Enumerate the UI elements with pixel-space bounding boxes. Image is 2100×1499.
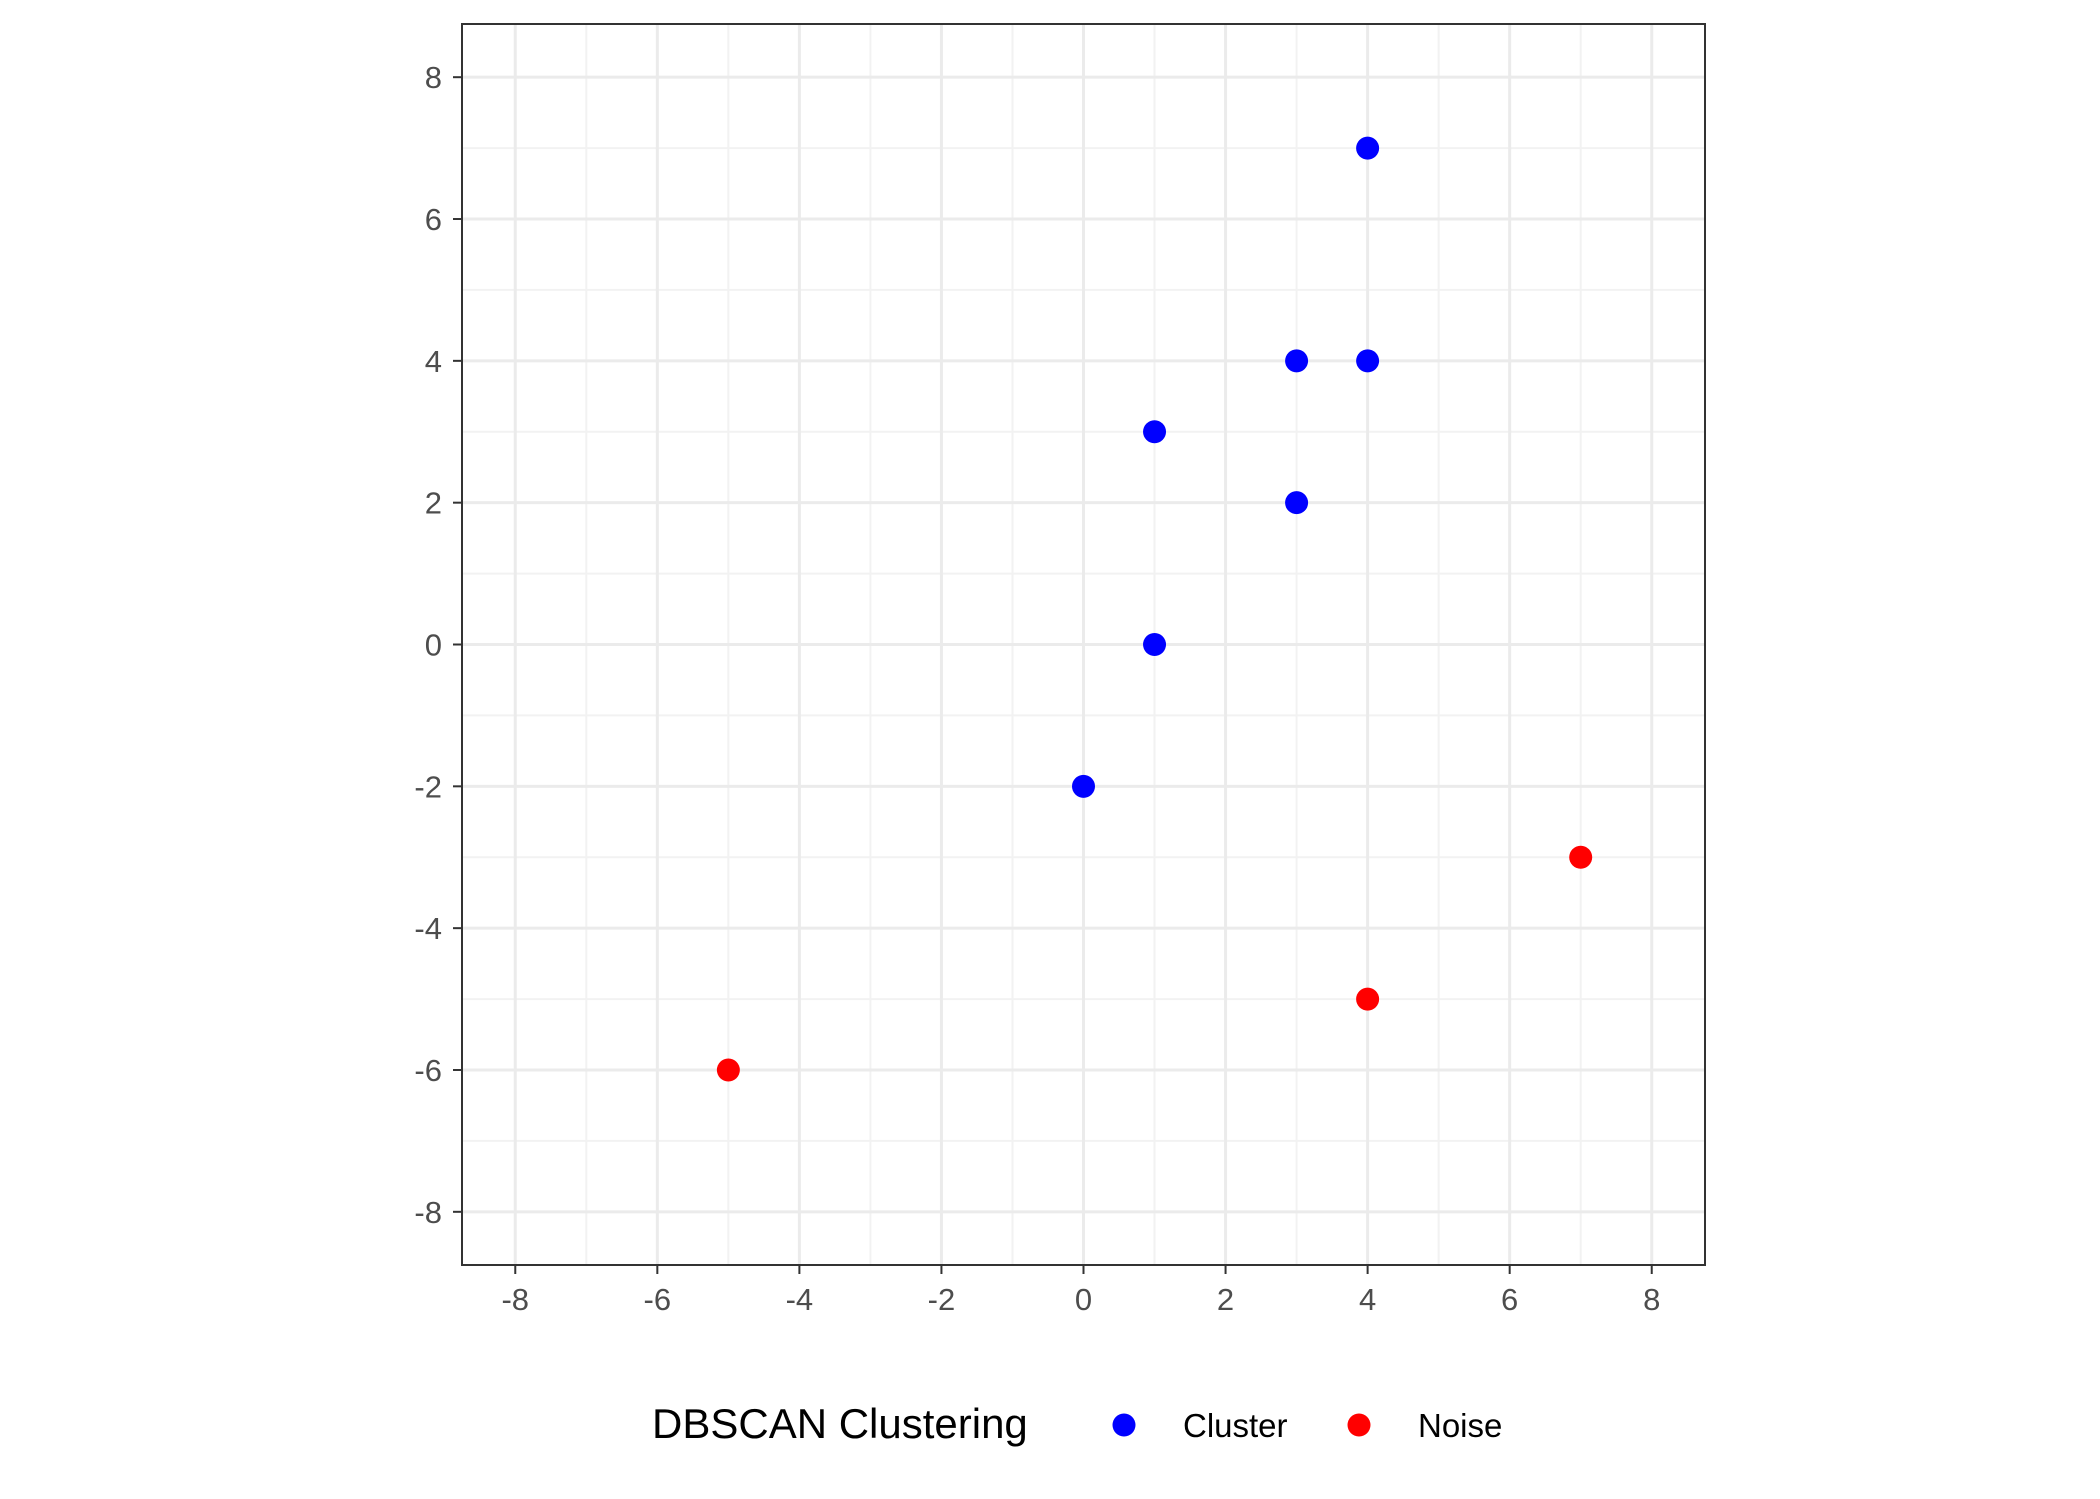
cluster-point [1356, 136, 1380, 160]
cluster-point [1143, 420, 1167, 444]
legend-entries: Cluster Noise [1112, 1407, 1502, 1444]
noise-point [716, 1058, 740, 1082]
x-tick-label: 2 [1217, 1282, 1234, 1317]
y-tick-label: 8 [425, 60, 442, 95]
x-tick-label: -8 [501, 1282, 529, 1317]
noise-point [1356, 987, 1380, 1011]
x-tick-label: 8 [1643, 1282, 1660, 1317]
cluster-point [1143, 633, 1167, 656]
legend-title: DBSCAN Clustering [652, 1400, 1028, 1447]
x-tick-label: 6 [1501, 1282, 1518, 1317]
x-tick-label: -2 [928, 1282, 956, 1317]
x-tick-label: -6 [644, 1282, 672, 1317]
x-tick-label: -4 [786, 1282, 814, 1317]
y-tick-label: -6 [414, 1053, 442, 1088]
major-gridlines [462, 24, 1705, 1265]
cluster-point [1356, 349, 1380, 373]
y-tick-label: 2 [425, 486, 442, 521]
cluster-point [1285, 349, 1309, 373]
y-axis: -8 -6 -4 -2 0 2 4 6 8 [414, 60, 462, 1230]
x-tick-label: 4 [1359, 1282, 1376, 1317]
legend-cluster-label: Cluster [1183, 1407, 1288, 1444]
data-points [716, 136, 1593, 1082]
x-tick-label: 0 [1075, 1282, 1092, 1317]
legend-noise-label: Noise [1418, 1407, 1502, 1444]
y-tick-label: -2 [414, 769, 442, 804]
legend-noise-marker [1347, 1413, 1371, 1437]
legend-cluster-marker [1112, 1413, 1136, 1437]
cluster-point [1285, 491, 1309, 515]
cluster-point [1072, 774, 1095, 798]
y-tick-label: 4 [425, 344, 442, 379]
noise-point [1569, 845, 1593, 869]
legend: DBSCAN Clustering Cluster Noise [652, 1400, 1502, 1447]
y-tick-label: 6 [425, 202, 442, 237]
y-tick-label: -8 [414, 1195, 442, 1230]
x-axis: -8 -6 -4 -2 0 2 4 6 8 [501, 1265, 1660, 1317]
y-tick-label: -4 [414, 911, 442, 946]
y-tick-label: 0 [425, 628, 442, 663]
